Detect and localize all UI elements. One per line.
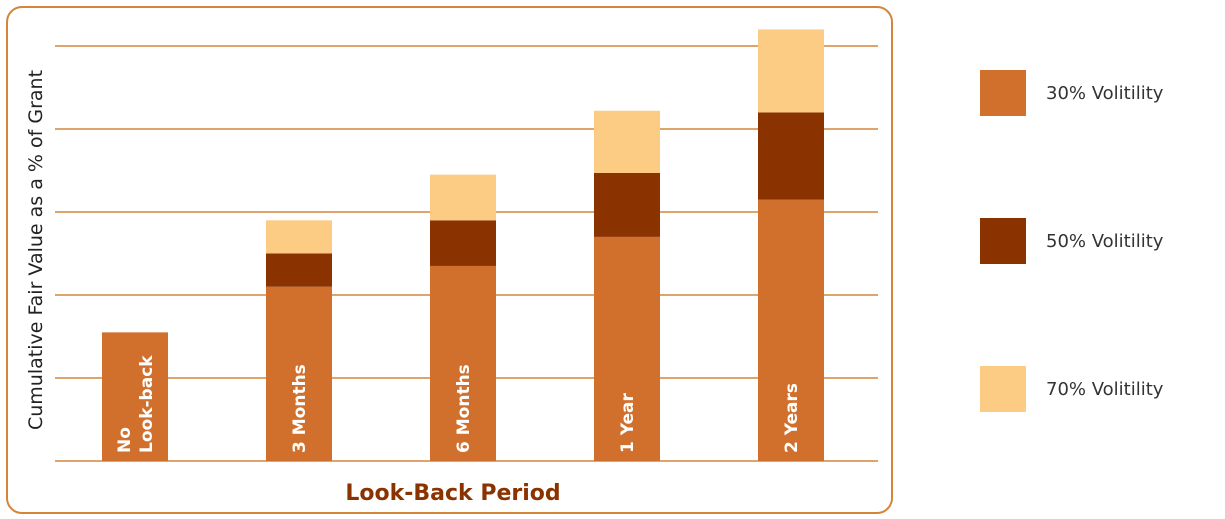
category-label-0: No Look-back: [115, 355, 157, 453]
bar-segment-1-0: [266, 286, 332, 461]
legend-label-1: 50% Volitility: [1046, 230, 1164, 252]
gridlines: [55, 45, 878, 462]
legend-item-0: 30% Volitility: [980, 70, 1163, 116]
chart-frame: [6, 6, 893, 514]
bar-segment-1-1: [266, 253, 332, 287]
bar-segment-2-2: [430, 174, 496, 221]
bars: [102, 29, 824, 462]
category-label-1: 3 Months: [290, 364, 310, 453]
bar-segment-2-1: [430, 220, 496, 266]
x-axis-title: Look-Back Period: [345, 481, 560, 506]
category-label-2: 6 Months: [454, 364, 474, 453]
bar-segment-2-0: [430, 265, 496, 461]
legend-swatch-0: [980, 70, 1026, 116]
bar-segment-3-2: [594, 110, 660, 173]
bar-segment-4-1: [758, 112, 824, 200]
category-label-3: 1 Year: [618, 393, 638, 453]
legend-label-2: 70% Volitility: [1046, 378, 1164, 400]
bar-segment-4-2: [758, 29, 824, 113]
category-label-4: 2 Years: [782, 383, 802, 453]
legend-label-0: 30% Volitility: [1046, 82, 1164, 104]
y-axis-title: Cumulative Fair Value as a % of Grant: [25, 70, 47, 430]
legend-item-2: 70% Volitility: [980, 366, 1163, 412]
bar-segment-4-0: [758, 199, 824, 462]
bar-category-labels: No Look-back 3 Months 6 Months 1 Year 2 Years: [115, 355, 802, 453]
legend-item-1: 50% Volitility: [980, 218, 1163, 264]
bar-segment-3-0: [594, 236, 660, 461]
legend-swatch-2: [980, 366, 1026, 412]
bar-segment-1-2: [266, 220, 332, 254]
bar-segment-0-0: [102, 332, 168, 461]
legend-swatch-1: [980, 218, 1026, 264]
bar-segment-3-1: [594, 172, 660, 237]
